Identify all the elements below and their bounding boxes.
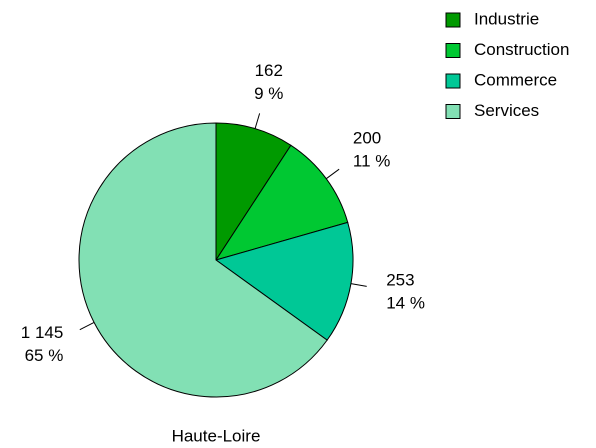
leader-line <box>350 283 367 287</box>
legend-label: Commerce <box>474 70 557 89</box>
percent-label: 65 % <box>25 346 64 365</box>
value-label: 1 145 <box>21 323 64 342</box>
percent-label: 14 % <box>386 293 425 312</box>
leader-line <box>325 168 340 180</box>
legend-label: Construction <box>474 40 569 59</box>
value-label: 253 <box>386 270 414 289</box>
leader-line <box>254 113 261 129</box>
chart-title: Haute-Loire <box>172 426 261 445</box>
legend-label: Services <box>474 101 539 120</box>
pie-slice <box>214 221 354 341</box>
pie-slice <box>215 122 292 262</box>
percent-label: 11 % <box>353 152 391 171</box>
value-label: 200 <box>353 129 381 148</box>
legend-label: Industrie <box>474 9 539 28</box>
value-label: 162 <box>255 61 283 80</box>
legend-swatch <box>445 12 461 28</box>
percent-label: 9 % <box>254 84 283 103</box>
leader-line <box>79 321 95 331</box>
legend-swatch <box>445 43 461 58</box>
legend-swatch <box>445 73 461 89</box>
legend-swatch <box>445 104 461 119</box>
